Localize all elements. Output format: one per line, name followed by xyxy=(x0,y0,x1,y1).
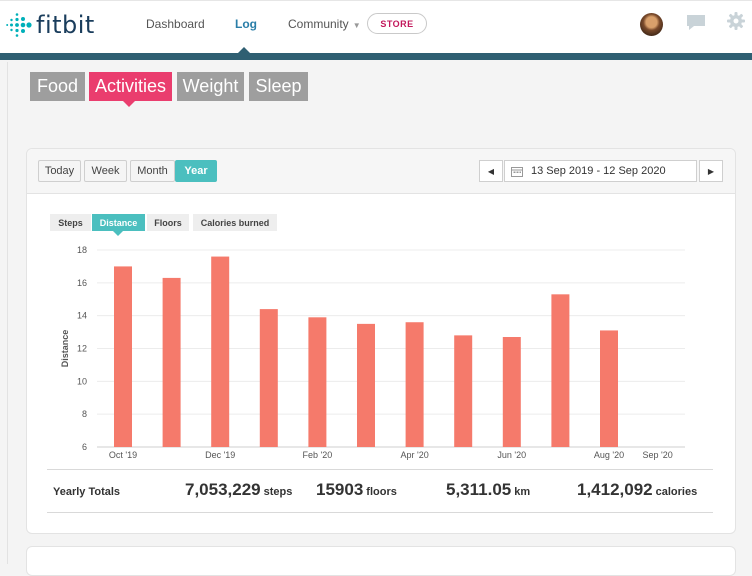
date-next-button[interactable]: ▶ xyxy=(699,160,723,182)
yearly-totals-label: Yearly Totals xyxy=(53,486,121,498)
x-tick-label: Aug '20 xyxy=(594,450,624,460)
total-distance-value: 5,311.05 xyxy=(446,480,512,499)
top-nav: fitbit Dashboard Log Community ▼ STORE xyxy=(0,0,752,55)
distance-chart: 6 8 10 12 14 16 18 Distance Oct '19 Dec '19 Feb '2… xyxy=(60,245,685,460)
active-metric-indicator xyxy=(113,231,123,236)
y-axis-label: Distance xyxy=(60,330,70,368)
bar xyxy=(551,294,570,447)
chat-icon[interactable] xyxy=(686,14,706,32)
bar xyxy=(114,266,132,447)
bar xyxy=(600,330,618,447)
brand-name: fitbit xyxy=(36,11,95,39)
date-range-text: 13 Sep 2019 - 12 Sep 2020 xyxy=(531,165,666,177)
gear-icon[interactable] xyxy=(727,12,745,30)
x-tick-label: Jun '20 xyxy=(497,450,526,460)
y-tick-label: 10 xyxy=(77,376,87,386)
metric-tab-steps[interactable]: Steps xyxy=(50,214,91,231)
nav-dashboard[interactable]: Dashboard xyxy=(146,17,205,31)
fitbit-logo-icon xyxy=(6,13,32,37)
metric-tab-distance[interactable]: Distance xyxy=(92,214,145,231)
fitbit-logo[interactable]: fitbit xyxy=(6,10,95,40)
total-floors: 15903 floors xyxy=(316,480,397,500)
total-floors-unit: floors xyxy=(366,486,397,498)
x-tick-label: Oct '19 xyxy=(109,450,137,460)
bar xyxy=(454,335,473,447)
total-floors-value: 15903 xyxy=(316,480,364,499)
total-calories-value: 1,412,092 xyxy=(577,480,653,499)
nav-log[interactable]: Log xyxy=(235,17,257,31)
range-week-button[interactable]: Week xyxy=(84,160,127,182)
tab-weight[interactable]: Weight xyxy=(177,72,244,101)
total-steps-unit: steps xyxy=(263,486,293,498)
total-steps-value: 7,053,229 xyxy=(185,480,261,499)
metric-tab-calories[interactable]: Calories burned xyxy=(193,214,277,231)
store-button[interactable]: STORE xyxy=(367,13,427,34)
range-year-button[interactable]: Year xyxy=(175,160,217,182)
range-today-button[interactable]: Today xyxy=(38,160,81,182)
y-tick-label: 16 xyxy=(77,278,87,288)
date-range-field[interactable]: 13 Sep 2019 - 12 Sep 2020 xyxy=(504,160,697,182)
tab-activities[interactable]: Activities xyxy=(89,72,172,101)
total-calories: 1,412,092 calories xyxy=(577,480,697,500)
bar xyxy=(259,309,278,447)
activity-card: Today Week Month Year ◀ 13 Sep 2019 - 12… xyxy=(26,148,736,534)
y-tick-label: 8 xyxy=(82,409,87,419)
bar xyxy=(308,317,327,447)
total-distance: 5,311.05 km xyxy=(446,480,530,500)
calendar-icon xyxy=(511,166,523,177)
chevron-right-icon: ▶ xyxy=(707,166,715,176)
date-prev-button[interactable]: ◀ xyxy=(479,160,503,182)
y-tick-label: 12 xyxy=(77,344,87,354)
chevron-left-icon: ◀ xyxy=(487,166,495,176)
divider xyxy=(7,62,8,564)
x-tick-label: Feb '20 xyxy=(303,450,333,460)
bar xyxy=(357,323,375,447)
avatar[interactable] xyxy=(640,13,663,36)
secondary-card xyxy=(26,546,736,576)
bar xyxy=(162,277,181,447)
metric-tab-floors[interactable]: Floors xyxy=(147,214,189,231)
total-distance-unit: km xyxy=(514,486,531,498)
y-tick-label: 14 xyxy=(77,311,87,321)
card-header: Today Week Month Year ◀ 13 Sep 2019 - 12… xyxy=(27,149,735,194)
nav-community[interactable]: Community ▼ xyxy=(288,17,361,31)
x-tick-label: Apr '20 xyxy=(400,450,428,460)
divider xyxy=(47,512,713,513)
bar xyxy=(211,256,230,447)
active-nav-indicator xyxy=(236,47,252,55)
x-tick-label: Sep '20 xyxy=(642,450,672,460)
x-tick-label: Dec '19 xyxy=(205,450,235,460)
range-month-button[interactable]: Month xyxy=(130,160,175,182)
y-tick-label: 6 xyxy=(82,442,87,452)
tab-food[interactable]: Food xyxy=(30,72,85,101)
total-steps: 7,053,229 steps xyxy=(185,480,292,500)
chevron-down-icon: ▼ xyxy=(352,21,361,30)
bar xyxy=(502,337,521,447)
tab-sleep[interactable]: Sleep xyxy=(249,72,308,101)
divider xyxy=(47,469,713,470)
y-tick-label: 18 xyxy=(77,245,87,255)
bar xyxy=(405,322,424,447)
total-calories-unit: calories xyxy=(655,486,698,498)
nav-community-label: Community xyxy=(288,17,349,31)
active-tab-indicator xyxy=(122,100,136,107)
nav-stripe xyxy=(0,53,752,60)
